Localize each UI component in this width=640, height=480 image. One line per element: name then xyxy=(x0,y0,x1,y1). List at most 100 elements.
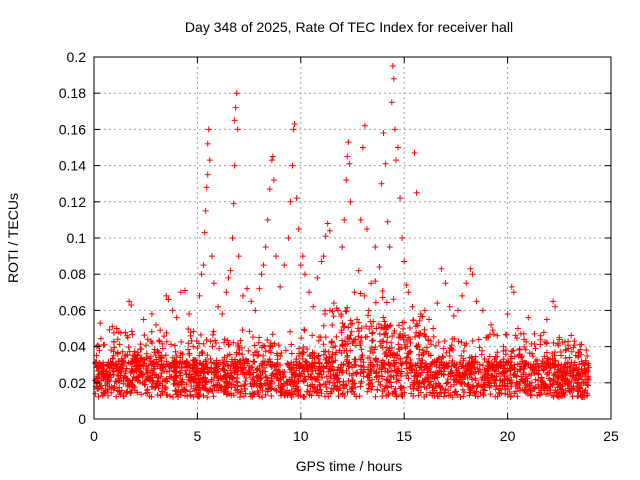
data-point xyxy=(555,374,562,381)
data-point xyxy=(262,244,269,251)
data-point xyxy=(309,368,316,375)
data-point xyxy=(361,292,368,299)
data-point xyxy=(251,358,258,365)
data-point xyxy=(550,393,557,400)
data-point xyxy=(182,367,189,374)
data-point xyxy=(504,375,511,382)
data-point xyxy=(331,382,338,389)
data-point xyxy=(297,262,304,269)
data-point xyxy=(362,334,369,341)
data-point xyxy=(121,352,128,359)
data-point xyxy=(208,253,215,260)
data-point xyxy=(248,383,255,390)
data-point xyxy=(397,195,404,202)
data-point xyxy=(364,355,371,362)
data-point xyxy=(236,394,243,401)
data-point xyxy=(190,393,197,400)
data-point xyxy=(400,325,407,332)
data-point xyxy=(201,229,208,236)
data-point xyxy=(395,341,402,348)
data-point xyxy=(495,362,502,369)
data-point xyxy=(304,345,311,352)
data-point xyxy=(220,361,227,368)
data-point xyxy=(430,325,437,332)
data-point xyxy=(360,364,367,371)
data-point xyxy=(396,322,403,329)
data-point xyxy=(584,392,591,399)
data-point xyxy=(421,307,428,314)
data-point xyxy=(496,361,503,368)
data-point xyxy=(387,379,394,386)
data-point xyxy=(550,372,557,379)
data-point xyxy=(502,386,509,393)
data-point xyxy=(562,380,569,387)
data-point xyxy=(106,361,113,368)
data-point xyxy=(262,358,269,365)
data-point xyxy=(194,345,201,352)
data-point xyxy=(238,388,245,395)
data-point xyxy=(485,368,492,375)
data-point xyxy=(339,369,346,376)
data-point xyxy=(301,326,308,333)
data-point xyxy=(308,374,315,381)
data-point xyxy=(171,368,178,375)
data-point xyxy=(310,303,317,310)
data-point xyxy=(172,373,179,380)
data-point xyxy=(447,383,454,390)
data-point xyxy=(115,329,122,336)
data-point xyxy=(129,359,136,366)
data-point xyxy=(340,378,347,385)
data-point xyxy=(301,373,308,380)
data-point xyxy=(515,352,522,359)
data-point xyxy=(160,333,167,340)
data-point xyxy=(323,373,330,380)
data-point xyxy=(333,349,340,356)
data-point xyxy=(239,366,246,373)
data-point xyxy=(290,371,297,378)
data-point xyxy=(251,342,258,349)
x-tick-label: 10 xyxy=(293,428,309,444)
data-point xyxy=(531,369,538,376)
data-point xyxy=(225,274,232,281)
data-point xyxy=(204,368,211,375)
data-point xyxy=(343,367,350,374)
data-point xyxy=(490,331,497,338)
data-point xyxy=(325,368,332,375)
data-point xyxy=(210,328,217,335)
data-point xyxy=(244,285,251,292)
data-point xyxy=(339,342,346,349)
data-point xyxy=(455,338,462,345)
data-point xyxy=(513,381,520,388)
x-tick-label: 0 xyxy=(90,428,98,444)
data-point xyxy=(117,391,124,398)
data-point xyxy=(381,331,388,338)
data-point xyxy=(167,363,174,370)
data-point xyxy=(329,351,336,358)
data-point xyxy=(303,388,310,395)
data-point xyxy=(568,348,575,355)
data-point xyxy=(372,357,379,364)
data-point xyxy=(491,356,498,363)
data-point xyxy=(309,349,316,356)
data-point xyxy=(552,357,559,364)
data-point xyxy=(369,383,376,390)
data-point xyxy=(300,349,307,356)
data-point xyxy=(161,376,168,383)
data-point xyxy=(474,393,481,400)
y-tick-label: 0.02 xyxy=(59,375,86,391)
data-point xyxy=(465,365,472,372)
data-point xyxy=(473,388,480,395)
data-point xyxy=(342,341,349,348)
data-point xyxy=(364,366,371,373)
data-point xyxy=(552,389,559,396)
data-point xyxy=(585,376,592,383)
data-point xyxy=(426,316,433,323)
data-point xyxy=(446,352,453,359)
data-point xyxy=(523,381,530,388)
data-point xyxy=(268,392,275,399)
data-point xyxy=(220,366,227,373)
data-point xyxy=(509,347,516,354)
data-point xyxy=(248,364,255,371)
data-point xyxy=(374,361,381,368)
data-point xyxy=(212,339,219,346)
